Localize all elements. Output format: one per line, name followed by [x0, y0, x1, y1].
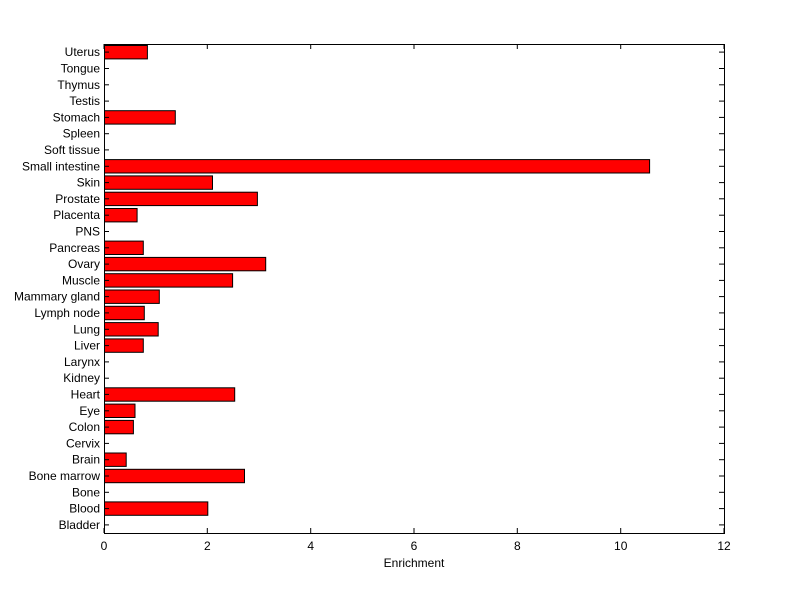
y-tick-label: Pancreas — [49, 241, 100, 255]
bar — [104, 305, 145, 321]
bar — [104, 468, 245, 484]
bar — [104, 273, 234, 288]
y-tick-label: Larynx — [64, 355, 100, 369]
bar — [104, 322, 159, 337]
y-tick-label: Bone marrow — [29, 469, 101, 483]
y-tick-label: Lung — [73, 322, 100, 336]
bar — [104, 208, 138, 223]
y-tick-label: Colon — [69, 420, 100, 434]
y-tick-label: Ovary — [68, 257, 100, 271]
y-tick-label: Skin — [77, 176, 100, 190]
bar — [104, 159, 651, 174]
bar — [104, 289, 160, 304]
y-tick-label: PNS — [75, 225, 100, 239]
bar — [104, 175, 213, 190]
y-tick-label: Soft tissue — [44, 143, 100, 157]
y-tick-label: Cervix — [66, 436, 100, 450]
bar — [104, 338, 144, 353]
y-tick-label: Bone — [72, 485, 100, 499]
y-tick-label: Stomach — [53, 110, 100, 124]
x-tick-label: 2 — [204, 539, 211, 553]
y-tick-label: Prostate — [55, 192, 100, 206]
y-tick-label: Bladder — [59, 518, 100, 532]
bar — [104, 501, 209, 516]
x-tick-label: 10 — [614, 539, 628, 553]
y-tick-label: Small intestine — [22, 159, 100, 173]
x-tick-label: 6 — [411, 539, 418, 553]
x-tick-label: 8 — [514, 539, 521, 553]
plot-area-frame — [104, 44, 725, 534]
bar — [104, 403, 136, 419]
y-tick-label: Blood — [69, 502, 100, 516]
y-tick-label: Uterus — [65, 45, 100, 59]
y-tick-label: Spleen — [63, 127, 100, 141]
y-tick-label: Tongue — [61, 62, 101, 76]
y-tick-label: Muscle — [62, 273, 100, 287]
y-tick-label: Testis — [69, 94, 100, 108]
y-tick-label: Kidney — [63, 371, 100, 385]
y-tick-label: Mammary gland — [14, 290, 100, 304]
y-tick-label: Lymph node — [34, 306, 100, 320]
y-tick-label: Liver — [74, 339, 100, 353]
bar — [104, 256, 267, 272]
y-tick-label: Placenta — [53, 208, 100, 222]
bar — [104, 240, 144, 256]
y-tick-label: Brain — [72, 453, 100, 467]
bar — [104, 191, 258, 207]
x-tick-label: 0 — [101, 539, 108, 553]
bar — [104, 387, 236, 402]
bar — [104, 110, 176, 125]
x-axis-title: Enrichment — [384, 556, 445, 570]
y-tick-label: Heart — [71, 387, 101, 401]
y-tick-label: Eye — [79, 404, 100, 418]
y-ticks-group: Uterus Tongue Thymus Testis Stomach Spleen Sof… — [14, 45, 724, 532]
y-tick-label: Thymus — [57, 78, 100, 92]
x-tick-label: 4 — [307, 539, 314, 553]
bar — [104, 45, 148, 60]
x-tick-label: 12 — [717, 539, 731, 553]
bars-group — [104, 45, 651, 516]
